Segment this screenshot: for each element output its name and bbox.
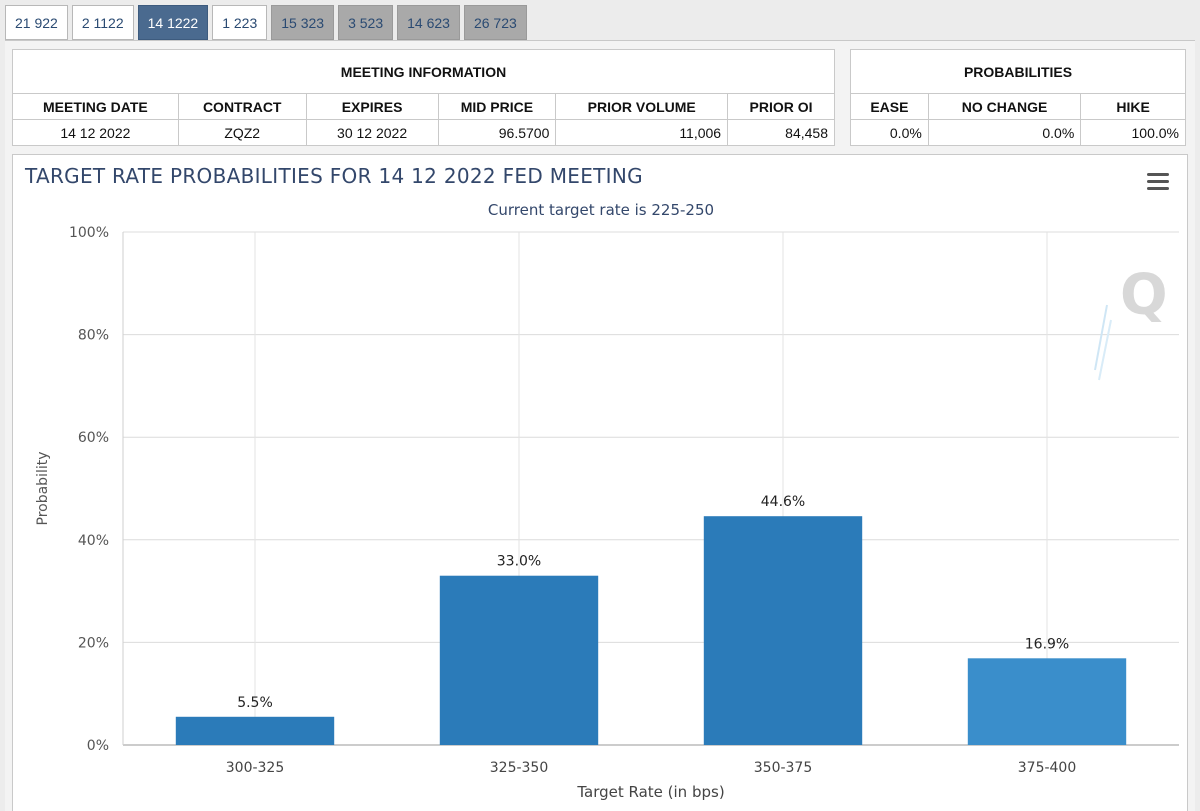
no-change-value: 0.0% xyxy=(927,119,1082,146)
bar-value-label: 5.5% xyxy=(237,695,273,711)
col-ease: EASE xyxy=(850,93,929,120)
probabilities-title: PROBABILITIES xyxy=(850,49,1186,94)
target-rate-bar-chart: Q 0% 20% 40% 60% 80% 100% 5.5% 300-325 33.0% 325-… xyxy=(35,225,1179,801)
meeting-tabs: 21 922 2 1122 14 1222 1 223 15 323 3 523… xyxy=(5,5,527,41)
bar-300-325[interactable] xyxy=(175,716,335,745)
tab-meeting-4[interactable]: 15 323 xyxy=(271,5,335,40)
bar-value-label: 44.6% xyxy=(761,494,805,510)
x-tick-label: 300-325 xyxy=(226,760,285,776)
y-tick-label: 0% xyxy=(87,738,109,754)
x-tick-label: 350-375 xyxy=(754,760,813,776)
col-prior-oi: PRIOR OI xyxy=(727,93,835,120)
tab-meeting-6[interactable]: 14 623 xyxy=(397,5,460,40)
chart-bars xyxy=(175,516,1127,745)
bar-value-label: 16.9% xyxy=(1025,636,1069,652)
chart-labels: 0% 20% 40% 60% 80% 100% 5.5% 300-325 33.0% 325-35… xyxy=(69,225,1076,776)
col-contract: CONTRACT xyxy=(177,93,307,120)
y-tick-label: 100% xyxy=(69,225,109,241)
prior-oi-value: 84,458 xyxy=(727,119,835,146)
chart-title: TARGET RATE PROBABILITIES FOR 14 12 2022… xyxy=(25,164,643,188)
tab-meeting-0[interactable]: 21 922 xyxy=(5,5,68,40)
bar-value-label: 33.0% xyxy=(497,554,541,570)
hike-value: 100.0% xyxy=(1080,119,1186,146)
tab-meeting-3[interactable]: 1 223 xyxy=(212,5,268,40)
col-prior-volume: PRIOR VOLUME xyxy=(555,93,729,120)
table-row: 14 12 2022 ZQZ2 30 12 2022 96.5700 11,00… xyxy=(12,119,835,146)
tab-meeting-5[interactable]: 3 523 xyxy=(338,5,394,40)
col-mid-price: MID PRICE xyxy=(437,93,557,120)
meeting-info-table: MEETING INFORMATION MEETING DATE CONTRAC… xyxy=(12,49,835,146)
q-logo-icon: Q xyxy=(1094,263,1168,381)
tab-meeting-2[interactable]: 14 1222 xyxy=(137,5,209,40)
tab-meeting-7[interactable]: 26 723 xyxy=(463,5,527,40)
x-axis-title: Target Rate (in bps) xyxy=(576,783,724,801)
bar-325-350[interactable] xyxy=(439,575,599,745)
svg-text:Q: Q xyxy=(1120,263,1168,328)
probabilities-table: PROBABILITIES EASE NO CHANGE HIKE 0.0% 0… xyxy=(850,49,1186,146)
mid-price-value: 96.5700 xyxy=(437,119,557,146)
table-row: 0.0% 0.0% 100.0% xyxy=(850,119,1186,146)
contract-value: ZQZ2 xyxy=(177,119,307,146)
prior-volume-value: 11,006 xyxy=(555,119,729,146)
bar-350-375[interactable] xyxy=(703,516,863,745)
meeting-info-title: MEETING INFORMATION xyxy=(12,49,835,94)
ease-value: 0.0% xyxy=(850,119,929,146)
y-tick-label: 20% xyxy=(78,635,109,651)
meeting-content: MEETING INFORMATION MEETING DATE CONTRAC… xyxy=(5,40,1195,811)
col-no-change: NO CHANGE xyxy=(927,93,1082,120)
chart-subtitle: Current target rate is 225-250 xyxy=(487,201,715,219)
col-hike: HIKE xyxy=(1080,93,1186,120)
col-meeting-date: MEETING DATE xyxy=(12,93,179,120)
x-tick-label: 375-400 xyxy=(1018,760,1077,776)
chart-panel: TARGET RATE PROBABILITIES FOR 14 12 2022… xyxy=(12,154,1188,811)
expires-value: 30 12 2022 xyxy=(305,119,439,146)
y-tick-label: 60% xyxy=(78,430,109,446)
y-tick-label: 80% xyxy=(78,328,109,344)
y-tick-label: 40% xyxy=(78,533,109,549)
meeting-date-value: 14 12 2022 xyxy=(12,119,179,146)
hamburger-menu-icon[interactable] xyxy=(1147,173,1169,191)
y-axis-title: Probability xyxy=(35,451,51,525)
bar-375-400[interactable] xyxy=(967,658,1127,745)
tab-meeting-1[interactable]: 2 1122 xyxy=(71,5,134,40)
x-tick-label: 325-350 xyxy=(490,760,549,776)
col-expires: EXPIRES xyxy=(305,93,439,120)
